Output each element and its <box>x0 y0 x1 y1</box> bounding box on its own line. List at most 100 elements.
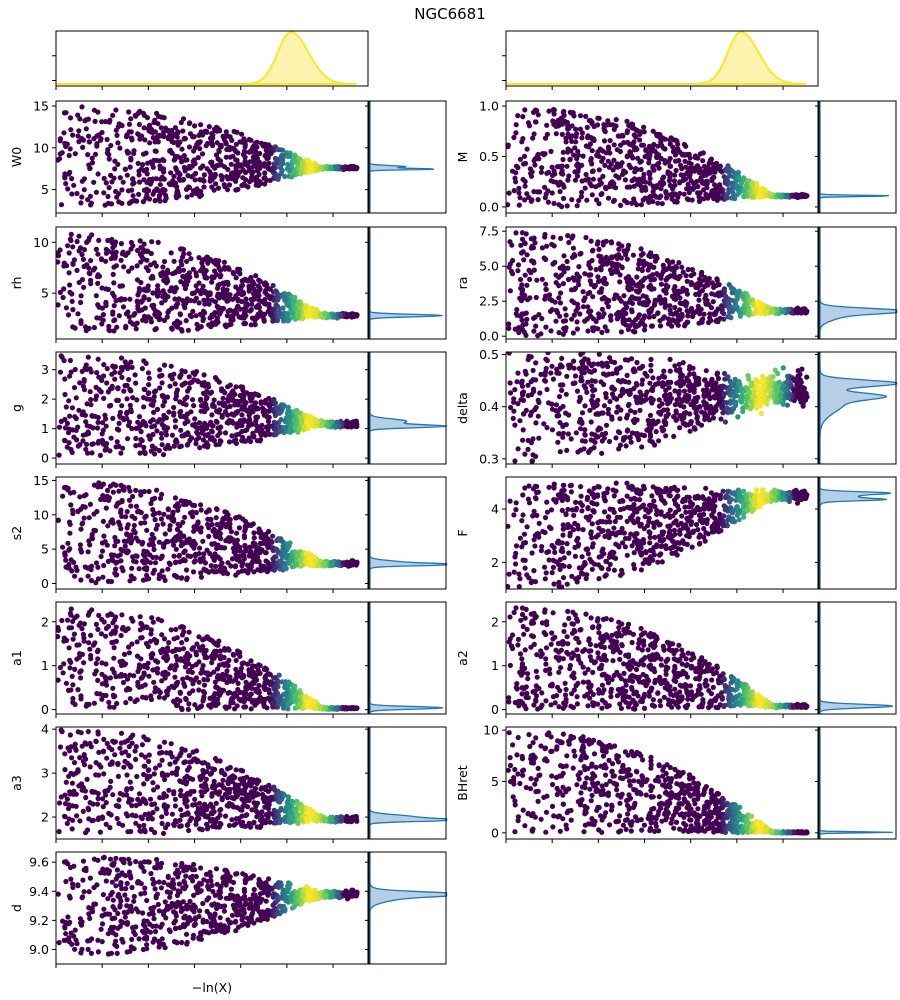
data-point <box>199 380 206 386</box>
data-point <box>681 141 688 148</box>
data-point <box>191 298 197 304</box>
data-point <box>121 264 127 270</box>
data-point <box>684 186 690 192</box>
data-point <box>258 311 264 317</box>
data-point <box>513 230 519 236</box>
data-point <box>169 432 175 438</box>
data-point <box>579 135 585 141</box>
data-point <box>546 108 552 114</box>
data-point <box>69 405 75 411</box>
data-point <box>608 313 614 319</box>
data-point <box>57 369 64 375</box>
data-point <box>596 153 602 159</box>
data-point <box>69 191 75 197</box>
data-point <box>200 308 207 314</box>
data-point <box>173 285 179 291</box>
data-point <box>525 120 532 126</box>
data-point <box>153 148 159 154</box>
data-point <box>113 298 119 304</box>
data-point <box>591 137 597 143</box>
top-density-panel <box>502 30 819 90</box>
data-point <box>576 264 582 270</box>
data-point <box>618 298 624 304</box>
data-point <box>717 188 723 194</box>
data-point <box>203 396 209 402</box>
data-point <box>147 140 153 146</box>
data-point <box>127 402 133 408</box>
data-point <box>158 271 164 277</box>
data-point <box>324 422 330 428</box>
data-point <box>574 203 580 209</box>
data-point <box>696 198 703 204</box>
data-point <box>658 281 665 287</box>
data-point <box>134 263 140 269</box>
data-point <box>614 292 620 298</box>
data-point <box>128 157 134 163</box>
data-point <box>98 256 104 262</box>
data-point <box>590 176 597 182</box>
data-point <box>215 433 221 439</box>
data-point <box>521 311 527 317</box>
data-point <box>176 175 182 182</box>
data-point <box>216 147 222 153</box>
data-point <box>296 156 302 162</box>
data-point <box>633 288 640 294</box>
data-point <box>574 271 580 277</box>
data-point <box>642 313 648 319</box>
data-point <box>629 307 635 313</box>
data-point <box>139 298 145 304</box>
data-point <box>646 310 653 316</box>
data-point <box>579 178 585 184</box>
data-point <box>224 313 230 319</box>
data-point <box>667 163 673 169</box>
data-point <box>640 175 647 181</box>
data-point <box>527 276 533 282</box>
data-point <box>560 195 567 202</box>
data-point <box>141 125 147 131</box>
data-point <box>700 150 706 156</box>
data-point <box>161 133 167 140</box>
data-point <box>72 151 78 157</box>
data-point <box>260 405 266 411</box>
data-point <box>601 122 607 128</box>
data-point <box>151 409 157 415</box>
data-point <box>718 195 724 201</box>
data-point <box>239 278 245 284</box>
data-point <box>793 308 799 314</box>
data-point <box>273 431 279 437</box>
data-point <box>652 300 658 306</box>
data-point <box>700 158 706 164</box>
data-point <box>560 156 566 163</box>
data-point <box>95 280 101 286</box>
data-point <box>249 395 255 401</box>
data-point <box>192 123 198 129</box>
data-point <box>214 140 220 146</box>
data-point <box>85 152 91 158</box>
data-point <box>529 169 535 175</box>
data-point <box>127 164 133 170</box>
data-point <box>150 176 156 182</box>
data-point <box>578 352 584 357</box>
data-point <box>684 278 690 284</box>
data-point <box>132 372 138 378</box>
data-point <box>572 169 578 175</box>
data-point <box>748 193 755 199</box>
data-point <box>159 114 165 120</box>
data-point <box>515 325 521 331</box>
data-point <box>141 358 147 364</box>
data-point <box>582 271 588 277</box>
data-point <box>588 238 594 244</box>
data-point <box>675 194 681 200</box>
data-point <box>587 278 593 284</box>
data-point <box>70 307 76 313</box>
data-point <box>92 118 98 124</box>
data-point <box>714 277 720 283</box>
data-point <box>80 144 86 150</box>
data-point <box>580 153 586 159</box>
data-point <box>220 133 226 139</box>
data-point <box>159 300 165 306</box>
data-point <box>190 308 196 314</box>
data-point <box>648 368 654 374</box>
data-point <box>711 174 717 180</box>
data-point <box>60 294 66 301</box>
